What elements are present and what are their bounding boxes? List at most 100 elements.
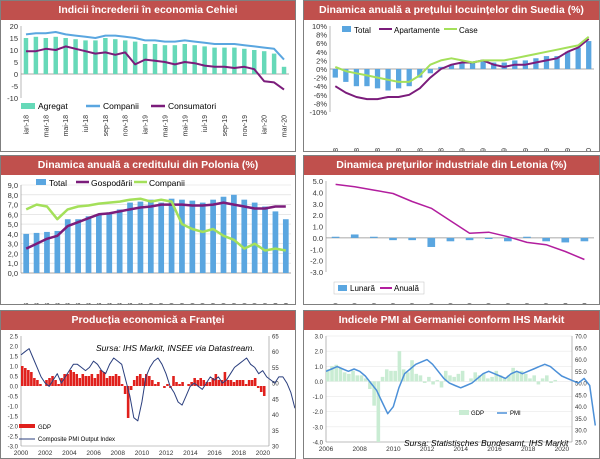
legend-swatch-lunara	[338, 285, 347, 291]
bar-gdp	[57, 384, 60, 386]
bar-gdp	[148, 376, 151, 386]
legend-label-pmi: PMI	[510, 411, 521, 417]
y-tick-label: -2%	[314, 74, 328, 83]
legend-label-agregat: Agregat	[38, 101, 68, 111]
y-right-tick-label: 45.0	[575, 393, 587, 399]
bar-gdp	[126, 386, 130, 418]
bar-gdp	[515, 372, 520, 382]
x-tick-label: feb-19	[352, 303, 359, 304]
chart-de: 3.0 2.0 1.0 0.0 -1.0 -2.0 -3.0 -4.0 70.0 65.0 60.0…	[313, 335, 597, 453]
bar-gdp	[135, 376, 139, 386]
bar-total	[272, 211, 279, 273]
y-tick-label: -3.0	[310, 268, 323, 277]
bar-gdp	[342, 372, 347, 382]
y-tick-label: 4%	[316, 48, 327, 57]
bar-gdp	[172, 376, 175, 386]
bar-gdp	[205, 382, 209, 386]
chart-title: Indicii încrederii în economia Cehiei	[1, 1, 295, 20]
y-tick-label: -10%	[309, 108, 327, 117]
bar-total	[241, 199, 248, 273]
legend-label-gospodarii: Gospodării	[91, 178, 132, 188]
y-left-tick-label: 3.0	[315, 335, 324, 341]
bar-gdp	[54, 380, 57, 386]
bar-gdp	[81, 374, 85, 386]
legend-label-consumatori: Consumatori	[168, 101, 216, 111]
bar-agregat	[23, 38, 29, 74]
bar-agregat	[172, 45, 178, 74]
y-tick-label: 10%	[312, 22, 327, 31]
bar-total	[33, 232, 40, 273]
y-tick-label: 4,0	[8, 230, 18, 239]
bar-gdp	[96, 374, 100, 386]
y-left-tick-label: -2.0	[313, 410, 324, 416]
bar-total	[427, 69, 433, 74]
bar-gdp	[181, 382, 184, 386]
bar-gdp	[202, 380, 206, 386]
bar-gdp	[111, 376, 115, 386]
bar-total	[199, 202, 206, 273]
bar-gdp	[372, 381, 376, 406]
x-tick-label: 2020	[256, 450, 271, 457]
chart-fr-plot: 2.5 2.0 1.5 1.0 0.5 0.0 -0.5 -1.0 -1.5 -2.0 -2.5 -3…	[8, 335, 295, 457]
bar-gdp	[105, 378, 109, 386]
bar-total	[64, 219, 71, 273]
bar-agregat	[182, 44, 188, 74]
bar-gdp	[376, 381, 381, 442]
legend-label-total: Total	[49, 178, 67, 188]
bar-total	[179, 199, 185, 273]
bar-agregat	[43, 38, 49, 74]
bar-total	[491, 62, 497, 69]
y-left-tick-label: 0.5	[10, 375, 19, 381]
y-left-tick-label: -2.5	[8, 435, 19, 441]
x-tick-label: aug-19	[467, 303, 474, 304]
y-right-tick-label: 70.0	[575, 335, 587, 341]
line-consumatori	[26, 45, 285, 91]
bar-gdp	[175, 382, 178, 386]
bar-total	[417, 69, 423, 78]
x-tick-label: oct-19	[505, 303, 512, 304]
bar-gdp	[217, 380, 221, 386]
bar-gdp	[78, 378, 82, 386]
y-tick-label: 9,0	[8, 181, 18, 190]
legend-swatch-total	[342, 26, 351, 32]
x-tick-label: feb.18	[34, 303, 41, 304]
y-right-tick-label: 55	[272, 366, 279, 372]
legend-box	[333, 281, 425, 295]
x-tick-label: ian-18	[23, 115, 30, 135]
line-case	[334, 36, 590, 83]
x-tick-label: nov-18	[438, 148, 445, 151]
x-tick-label: ian-20	[262, 115, 269, 135]
x-tick-label: 2010	[135, 450, 150, 457]
x-tick-label: sep-19	[544, 148, 551, 151]
bar-total	[469, 62, 476, 69]
x-tick-label: iul.19	[211, 303, 218, 304]
x-tick-label: oct.19	[242, 303, 249, 304]
bar-total	[543, 56, 550, 69]
bar-gdp	[259, 386, 263, 392]
x-tick-label: sep.18	[107, 303, 114, 304]
y-tick-label: 5,0	[8, 220, 18, 229]
y-tick-label: 0.0	[313, 234, 323, 243]
bar-gdp	[241, 380, 245, 386]
line-companii	[25, 197, 287, 252]
bar-gdp	[211, 378, 215, 386]
x-tick-label: dec.18	[138, 303, 145, 304]
y-right-tick-label: 50	[272, 382, 279, 388]
chart-pl: 0,01,02,03,04,05,06,07,08,09,0ian.18feb.…	[8, 178, 291, 304]
bar-total	[332, 69, 338, 78]
y-right-tick-label: 35.0	[575, 417, 587, 423]
chart-legend: GDP Composite PMI Output Index	[19, 424, 115, 443]
x-tick-label: sep-18	[417, 148, 424, 151]
y-tick-label: 2,0	[8, 249, 18, 258]
bar-agregat	[103, 38, 108, 74]
legend-label-pmi: Composite PMI Output Index	[38, 437, 115, 443]
x-tick-label: 2016	[207, 450, 222, 457]
bar-gdp	[247, 380, 251, 386]
bar-gdp	[157, 382, 160, 386]
bar-agregat	[93, 40, 98, 74]
x-tick-label: 2006	[86, 450, 101, 457]
x-tick-label: ian-20	[563, 303, 570, 304]
bar-gdp	[84, 376, 88, 386]
bar-agregat	[232, 47, 237, 74]
x-tick-label: mar-19	[162, 115, 169, 137]
